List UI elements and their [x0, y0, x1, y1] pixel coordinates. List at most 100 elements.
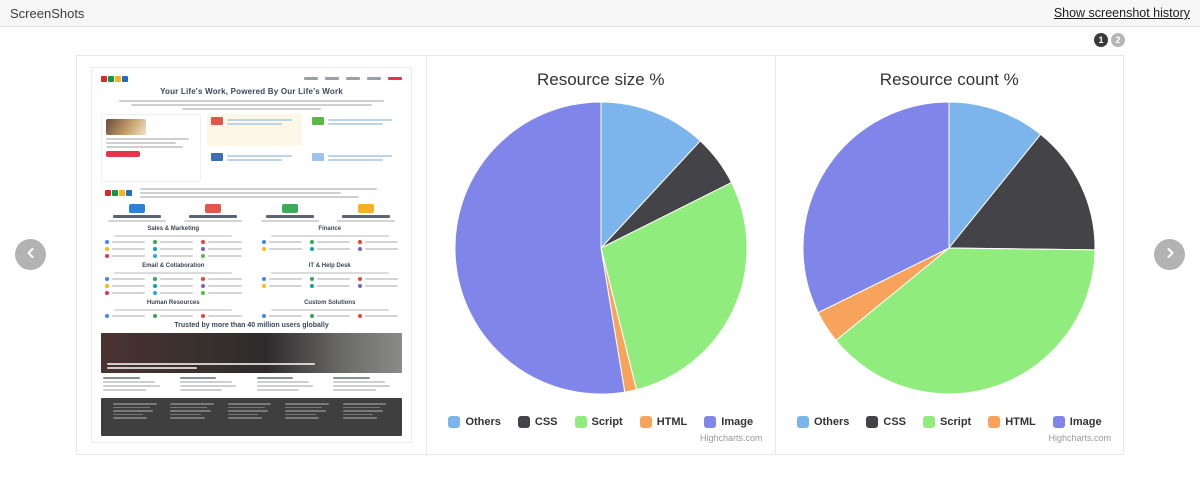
app-icon-item [357, 247, 398, 251]
app-icon [211, 153, 224, 161]
legend-item-image[interactable]: Image [1052, 416, 1102, 428]
deco-text-line [106, 146, 183, 148]
page-dot-2[interactable]: 2 [1111, 33, 1125, 47]
deco-text-line [227, 410, 269, 412]
app-icon [201, 314, 206, 318]
page-dot-1[interactable]: 1 [1094, 33, 1108, 47]
app-icon [311, 153, 324, 161]
app-icon [105, 291, 109, 295]
app-icon-item [309, 284, 350, 288]
deco-text-line [103, 381, 156, 383]
thumb-cta-button [106, 151, 140, 157]
pie-slice-script[interactable] [600, 181, 748, 391]
deco-text-line [103, 385, 160, 387]
product-icon [129, 204, 146, 213]
app-icon [357, 247, 362, 251]
pie-slice-others[interactable] [948, 101, 1042, 250]
deco-text-line [160, 241, 194, 243]
deco-text-line [112, 315, 146, 317]
deco-text-line [316, 315, 350, 317]
deco-text-line [106, 142, 177, 144]
pie-slice-image[interactable] [802, 101, 950, 314]
app-icon [153, 240, 158, 244]
deco-text-line [256, 377, 294, 379]
testimonial-banner-image [101, 333, 402, 373]
deco-text-line [107, 367, 198, 369]
app-icon-item [153, 277, 194, 281]
app-icon-item [261, 277, 302, 281]
deco-text-line [160, 285, 194, 287]
app-icon [105, 254, 109, 258]
deco-text-line [342, 410, 383, 412]
deco-text-line [160, 315, 194, 317]
app-icon-item [309, 247, 350, 251]
screenshots-container: Your Life's Work, Powered By Our Life's … [76, 55, 1124, 455]
deco-text-line [316, 285, 350, 287]
thumb-feature-cards [101, 114, 402, 182]
app-icon-item [153, 240, 194, 244]
deco-text-line [179, 385, 237, 387]
deco-text-line [342, 406, 380, 408]
app-icon [261, 314, 266, 318]
app-icon-item [153, 254, 194, 258]
resource-size-pie-chart [454, 101, 748, 395]
deco-text-line [316, 278, 350, 280]
pie-slice-others[interactable] [600, 101, 701, 250]
app-icon-item [357, 284, 398, 288]
legend-item-css[interactable]: CSS [517, 416, 558, 428]
deco-text-line [327, 159, 383, 161]
legend-item-image[interactable]: Image [704, 416, 753, 428]
app-icon-item [261, 247, 302, 251]
carousel-prev-button[interactable] [15, 239, 46, 270]
legend-item-others[interactable]: Others [796, 416, 849, 428]
website-screenshot-thumbnail[interactable]: Your Life's Work, Powered By Our Life's … [91, 67, 412, 443]
app-icon [309, 240, 314, 244]
legend-item-script[interactable]: Script [574, 416, 623, 428]
legend-swatch [704, 416, 717, 428]
legend-item-css[interactable]: CSS [866, 416, 906, 428]
legend-item-html[interactable]: HTML [988, 416, 1036, 428]
deco-text-line [170, 406, 208, 408]
deco-text-line [113, 406, 150, 408]
deco-text-line [170, 413, 201, 415]
app-icon-item [201, 291, 242, 295]
screenshots-topbar: ScreenShots Show screenshot history [0, 0, 1200, 27]
pie-slice-script[interactable] [835, 247, 1096, 395]
highcharts-credit-link[interactable]: Highcharts.com [1048, 433, 1111, 443]
highcharts-credit-link[interactable]: Highcharts.com [699, 433, 763, 443]
carousel-next-button[interactable] [1154, 239, 1185, 270]
legend-item-html[interactable]: HTML [639, 416, 687, 428]
product-icon [205, 204, 222, 213]
app-icon [201, 284, 206, 288]
app-icon [153, 277, 158, 281]
deco-text-line [170, 403, 215, 405]
deco-text-line [285, 417, 320, 419]
legend-item-script[interactable]: Script [923, 416, 971, 428]
app-icon-item [201, 240, 242, 244]
deco-text-line [268, 241, 302, 243]
app-icon-item [261, 284, 302, 288]
app-icon-item [357, 314, 398, 318]
deco-text-line [327, 123, 383, 125]
chart-title: Resource size % [536, 70, 665, 89]
chevron-left-icon [25, 247, 37, 262]
app-icon-item [153, 314, 194, 318]
legend-item-others[interactable]: Others [448, 416, 501, 428]
deco-text-line [327, 119, 393, 121]
app-icon [105, 247, 109, 251]
deco-text-line [316, 248, 350, 250]
deco-text-line [256, 389, 300, 391]
app-icon [153, 314, 158, 318]
app-icon [357, 240, 362, 244]
deco-text-line [208, 315, 242, 317]
pie-slice-css[interactable] [948, 133, 1096, 251]
deco-text-line [268, 315, 302, 317]
pie-slice-image[interactable] [454, 101, 626, 395]
app-icon-item [153, 291, 194, 295]
app-icon-item [201, 277, 242, 281]
show-screenshot-history-link[interactable]: Show screenshot history [1053, 6, 1190, 20]
legend-swatch [1052, 416, 1065, 428]
deco-text-line [140, 188, 378, 190]
thumb-card-crm [101, 114, 202, 182]
legend-swatch [639, 416, 652, 428]
